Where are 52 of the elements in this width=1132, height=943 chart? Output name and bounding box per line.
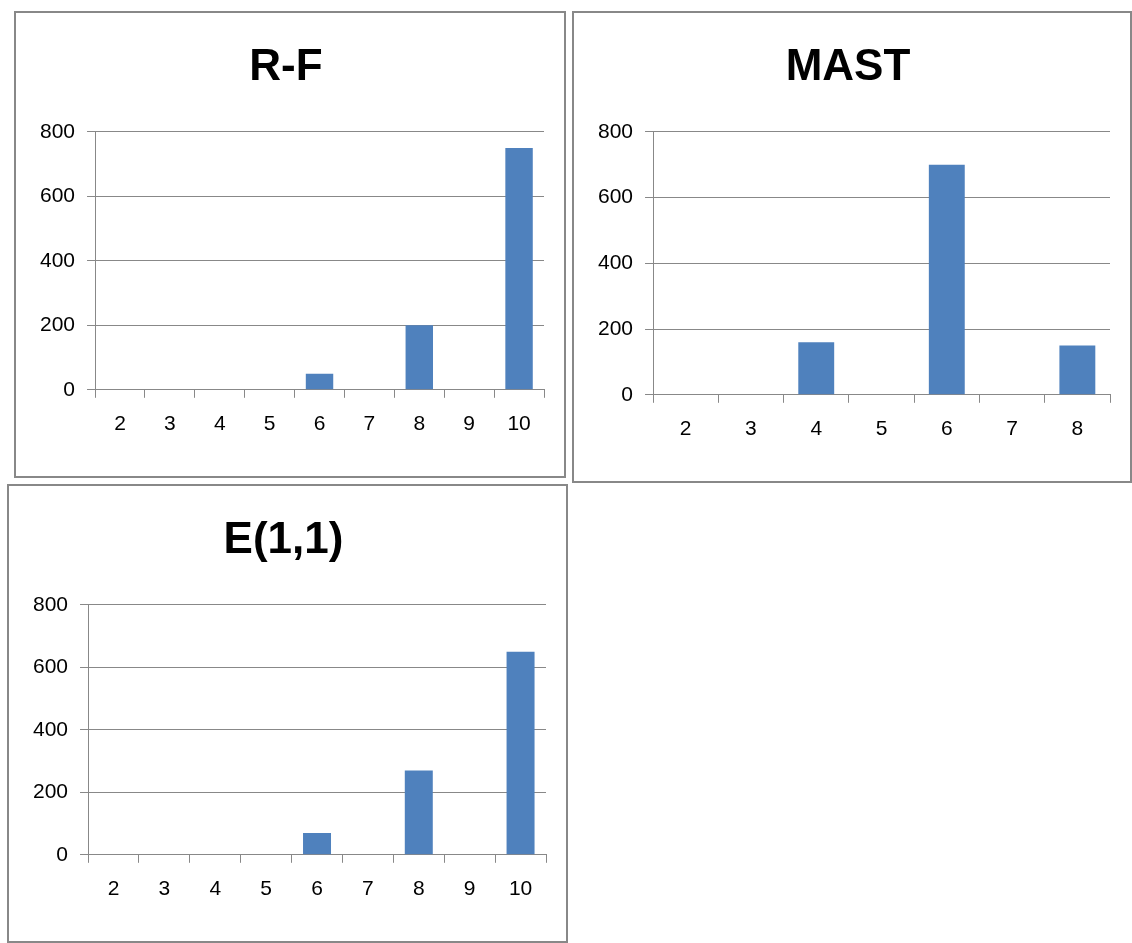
y-tick-label: 800 bbox=[597, 118, 634, 142]
x-tick-label: 4 bbox=[810, 416, 823, 440]
y-tick-label: 0 bbox=[56, 841, 69, 865]
y-tick-label: 200 bbox=[597, 315, 634, 339]
bar bbox=[928, 164, 965, 395]
bar bbox=[305, 373, 334, 390]
bar bbox=[303, 832, 332, 855]
x-tick-label: 5 bbox=[875, 416, 888, 440]
x-tick-label: 3 bbox=[164, 411, 176, 435]
x-tick-label: 9 bbox=[463, 876, 476, 900]
x-tick-label: 2 bbox=[114, 411, 126, 435]
x-tick-label: 4 bbox=[213, 411, 226, 435]
y-tick-label: 800 bbox=[32, 591, 69, 615]
x-tick-label: 8 bbox=[412, 876, 425, 900]
x-tick-label: 10 bbox=[507, 411, 531, 435]
x-tick-label: 6 bbox=[313, 411, 326, 435]
y-tick-label: 0 bbox=[621, 381, 634, 405]
bar bbox=[404, 770, 433, 855]
y-tick-label: 400 bbox=[32, 716, 69, 740]
x-tick-label: 10 bbox=[508, 876, 533, 900]
y-tick-label: 600 bbox=[32, 654, 69, 678]
y-tick-label: 400 bbox=[39, 247, 76, 271]
y-tick-label: 0 bbox=[63, 376, 76, 400]
x-tick-label: 8 bbox=[1071, 416, 1084, 440]
bar bbox=[506, 651, 535, 855]
bar bbox=[1059, 345, 1096, 395]
x-tick-label: 5 bbox=[263, 411, 276, 435]
x-tick-label: 8 bbox=[413, 411, 426, 435]
y-tick-label: 600 bbox=[39, 183, 76, 207]
x-tick-label: 6 bbox=[311, 876, 323, 900]
y-tick-label: 600 bbox=[597, 184, 634, 208]
x-tick-label: 7 bbox=[1006, 416, 1018, 440]
x-tick-label: 7 bbox=[362, 876, 374, 900]
x-tick-label: 9 bbox=[463, 411, 476, 435]
x-tick-label: 2 bbox=[679, 416, 692, 440]
y-tick-label: 400 bbox=[597, 250, 634, 274]
bar bbox=[798, 342, 835, 395]
chart-title: MAST bbox=[785, 39, 911, 89]
x-tick-label: 5 bbox=[260, 876, 272, 900]
y-tick-label: 200 bbox=[32, 779, 69, 803]
x-tick-label: 7 bbox=[363, 411, 376, 435]
x-tick-label: 2 bbox=[107, 876, 120, 900]
bar bbox=[505, 147, 533, 390]
chart-title: R-F bbox=[249, 39, 323, 89]
y-tick-label: 200 bbox=[39, 312, 76, 336]
chart-title: E(1,1) bbox=[223, 512, 344, 562]
x-tick-label: 6 bbox=[940, 416, 953, 440]
y-tick-label: 800 bbox=[39, 118, 76, 142]
x-tick-label: 3 bbox=[745, 416, 757, 440]
x-tick-label: 4 bbox=[209, 876, 222, 900]
bar bbox=[405, 325, 434, 390]
x-tick-label: 3 bbox=[158, 876, 171, 900]
